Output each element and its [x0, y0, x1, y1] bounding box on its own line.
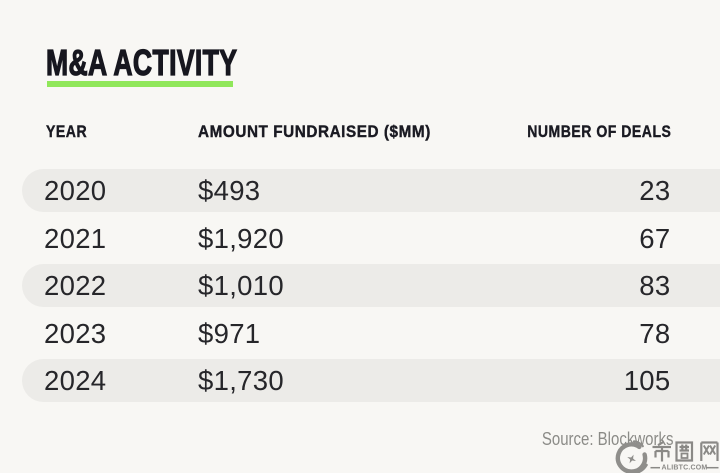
svg-text:ALIBTC.COM: ALIBTC.COM: [662, 465, 708, 472]
